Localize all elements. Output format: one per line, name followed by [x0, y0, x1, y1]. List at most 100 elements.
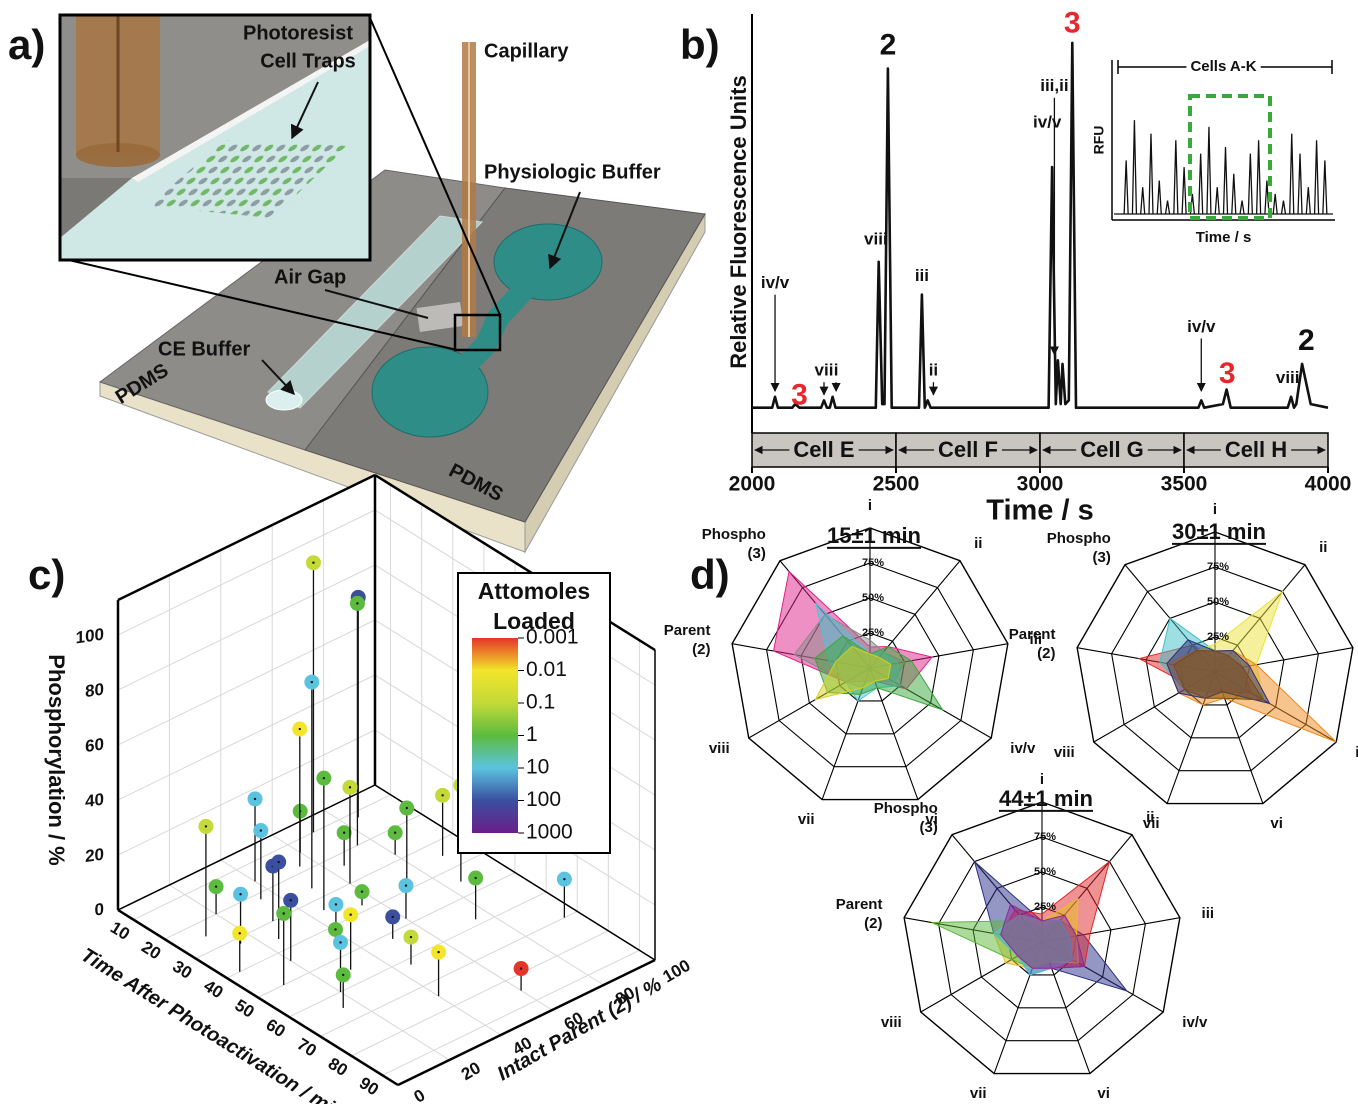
inset-label: Photoresist [243, 22, 353, 44]
segment-label: Cell H [1225, 437, 1287, 462]
axis-label-line: Parent [664, 622, 711, 639]
axis-label: iv/v [1010, 740, 1036, 757]
point-center [343, 831, 345, 833]
peak-label: iv/v [1033, 113, 1062, 132]
point-center [342, 974, 344, 976]
point-center [441, 794, 443, 796]
z-tick-label: 100 [76, 625, 104, 648]
point-center [394, 832, 396, 834]
point-center [406, 807, 408, 809]
panel-label: c) [28, 551, 65, 598]
ring-label: 50% [862, 592, 884, 604]
axis-label: viii [709, 740, 730, 757]
axis-label: i [1213, 501, 1217, 518]
point-center [392, 916, 394, 918]
colorbar-tick-label: 0.01 [526, 658, 567, 681]
axis-label-line: (3) [748, 545, 766, 562]
point-center [205, 825, 207, 827]
inset-y-label: RFU [1091, 126, 1107, 155]
peak-label: 3 [791, 379, 808, 412]
z-tick-label: 40 [85, 790, 104, 812]
peak-label: 3 [1064, 7, 1081, 40]
point-center [323, 777, 325, 779]
ring-label: 75% [1034, 831, 1056, 843]
axis-label: vi [1270, 815, 1283, 832]
x-tick-label: 4000 [1305, 473, 1352, 496]
segment-label: Cell F [938, 437, 998, 462]
point-center [239, 932, 241, 934]
point-center [277, 861, 279, 863]
point-center [361, 890, 363, 892]
point-center [356, 602, 358, 604]
colorbar-tick-label: 0.001 [526, 626, 579, 649]
inset-title: Cells A-K [1190, 58, 1256, 75]
z-tick-label: 60 [85, 735, 104, 757]
axis-label-line: Parent [836, 896, 883, 913]
peak-label: i [834, 361, 839, 380]
x-tick-label: 2000 [729, 473, 776, 496]
z-tick-label: 0 [95, 900, 104, 920]
ring-label: 75% [862, 557, 884, 569]
axis-label: vii [970, 1085, 987, 1102]
radar-title: 44±1 min [999, 786, 1093, 811]
point-center [563, 878, 565, 880]
x-tick-label: 3500 [1161, 473, 1208, 496]
x-tick-label: 2500 [873, 473, 920, 496]
point-center [283, 912, 285, 914]
colorbar-title: Attomoles [478, 578, 590, 604]
axis-label: iv/v [1182, 1014, 1208, 1031]
inset-label: Cell Traps [260, 50, 356, 72]
axis-label: ii [1146, 809, 1154, 826]
ring-label: 25% [1034, 901, 1056, 913]
ring-label: 25% [862, 627, 884, 639]
z-tick-label: 20 [85, 845, 104, 867]
point-center [437, 951, 439, 953]
peak-label: 2 [880, 29, 897, 62]
panel-label: b) [680, 21, 720, 68]
point-center [312, 562, 314, 564]
panel-label: a) [8, 21, 45, 68]
x-axis-label: Time / s [986, 495, 1093, 527]
point-center [410, 936, 412, 938]
point-center [520, 967, 522, 969]
axis-label-line: (3) [1093, 549, 1111, 566]
radar-title: 30±1 min [1172, 519, 1266, 544]
z-tick-label: 80 [85, 680, 104, 702]
point-center [260, 829, 262, 831]
point-center [349, 786, 351, 788]
peak-label: 2 [1298, 324, 1315, 357]
colorbar-tick-label: 100 [526, 788, 561, 811]
axis-label: i [868, 497, 872, 514]
axis-label-line: Phospho [1047, 530, 1111, 547]
channel-end [266, 390, 302, 410]
axis-label: iii [1202, 905, 1215, 922]
reservoir [494, 224, 602, 300]
colorbar [472, 638, 518, 833]
peak-label: iv/v [761, 273, 790, 292]
capillary-label: Capillary [484, 40, 569, 62]
axis-label-line: (2) [864, 915, 882, 932]
ring-label: 75% [1207, 561, 1229, 573]
figure: a) Photoresist Cell Traps Capillary Phys… [0, 0, 1358, 1104]
ring-label: 50% [1207, 596, 1229, 608]
axis-label-line: (3) [920, 819, 938, 836]
point-center [215, 885, 217, 887]
x-tick-label: 3000 [1017, 473, 1064, 496]
axis-label-line: Phospho [874, 800, 938, 817]
point-center [405, 884, 407, 886]
peak-label: 3 [1219, 357, 1236, 390]
point-center [290, 899, 292, 901]
colorbar-tick-label: 0.1 [526, 691, 555, 714]
y-axis-label: Relative Fluorescence Units [726, 75, 751, 368]
peak-label: vii [815, 361, 834, 380]
point-center [339, 941, 341, 943]
ring-label: 25% [1207, 631, 1229, 643]
point-center [239, 893, 241, 895]
axis-label: ii [974, 535, 982, 552]
peak-label: iii [915, 266, 929, 285]
axis-label: viii [881, 1014, 902, 1031]
radar-title: 15±1 min [827, 523, 921, 548]
point-center [335, 903, 337, 905]
peak-label: iv/v [1187, 317, 1216, 336]
buffer-label: Physiologic Buffer [484, 161, 661, 183]
